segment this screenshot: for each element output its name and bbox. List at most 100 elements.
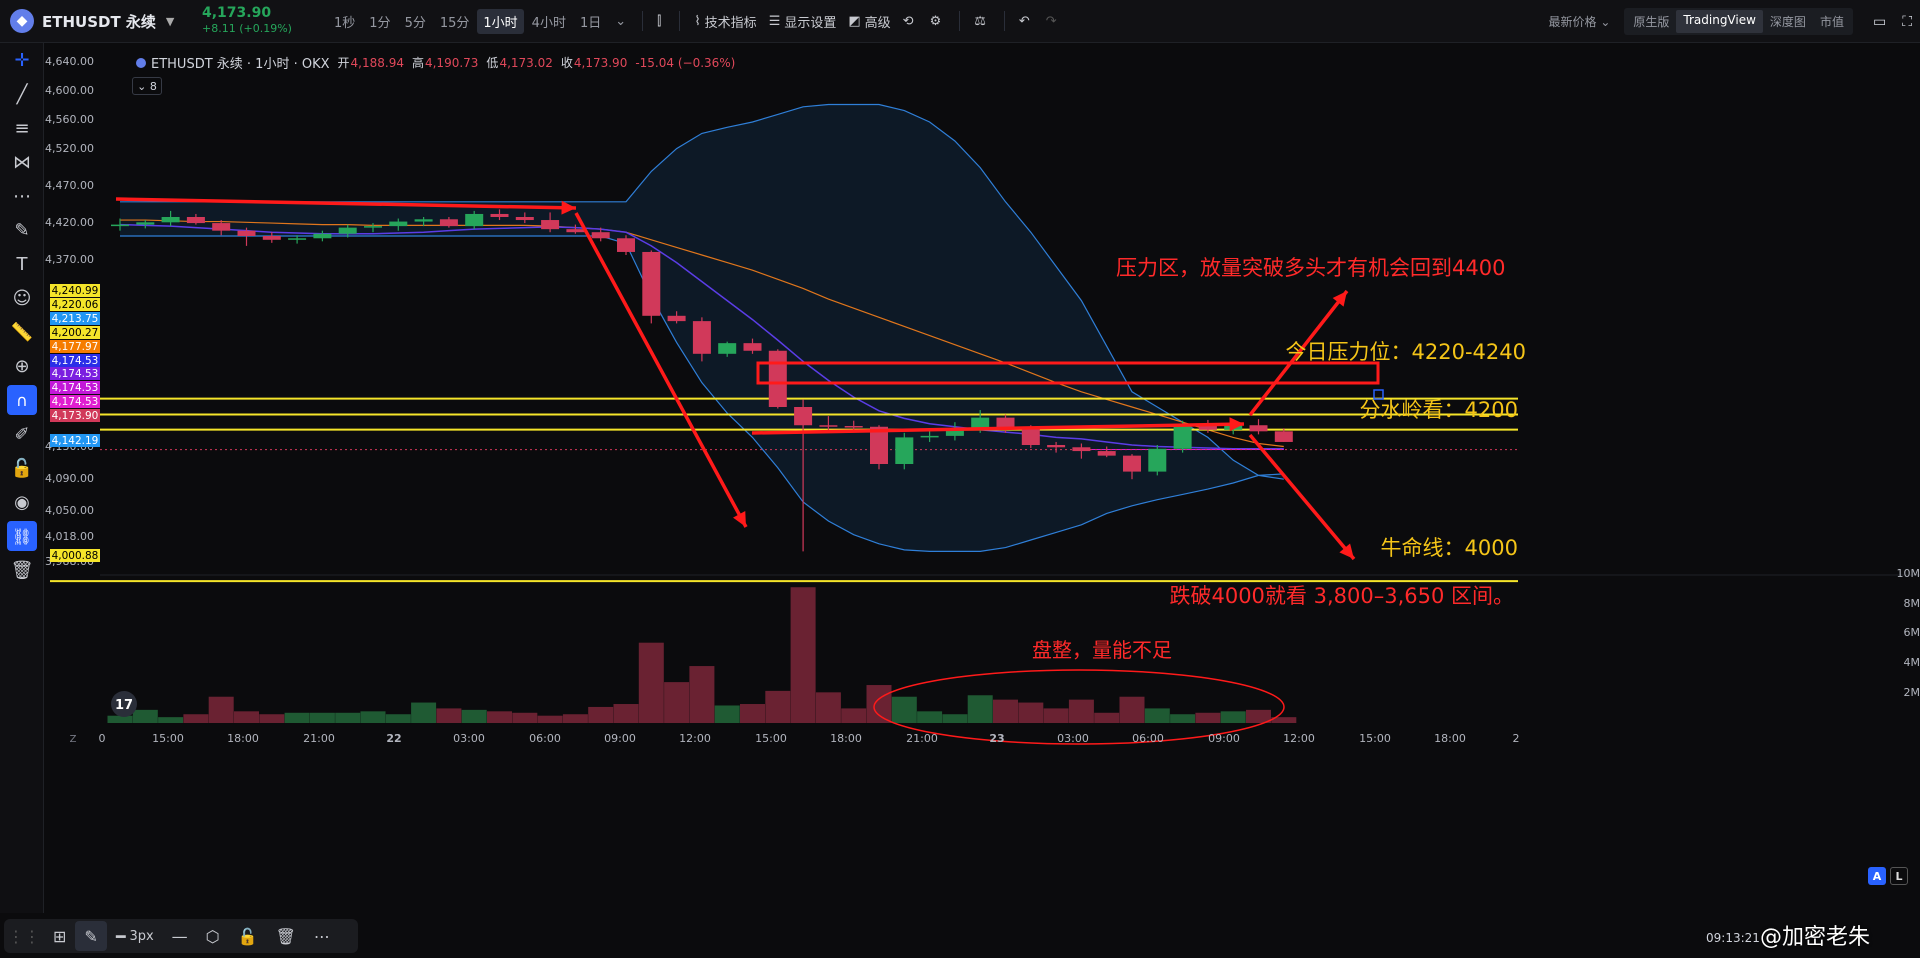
candle-body — [566, 229, 585, 233]
low-value: 4,173.02 — [499, 55, 553, 70]
zoom-in-icon[interactable]: ⊕ — [14, 355, 30, 377]
tradingview-logo-icon: 17 — [111, 691, 137, 717]
volume-axis-label: 10M — [1897, 567, 1920, 580]
candle-body — [515, 217, 534, 221]
eye-icon[interactable]: ◉ — [14, 491, 30, 513]
divider — [642, 11, 644, 31]
timeframe-1m[interactable]: 1分 — [369, 15, 391, 31]
indicator-icon: ⌇ — [694, 13, 701, 29]
volume-bar — [765, 690, 791, 723]
volume-bar — [183, 714, 209, 723]
templates-icon[interactable]: ⊞ — [53, 926, 67, 946]
timeframe-4h[interactable]: 4小时 — [531, 15, 566, 31]
time-axis-label: 12:00 — [679, 732, 711, 745]
undo-button[interactable]: ↶ — [1013, 11, 1040, 32]
price-badge-bg — [50, 354, 100, 367]
candle-body — [1274, 431, 1293, 442]
settings-hex-icon[interactable]: ⬡ — [205, 926, 220, 946]
settings-button[interactable]: ⚙ — [924, 11, 952, 32]
horizontal-lines-icon[interactable]: ≡ — [14, 117, 30, 139]
volume-bar — [993, 699, 1018, 723]
line-width-button[interactable]: ━ 3px — [107, 927, 163, 946]
timeframe-1d[interactable]: 1日 — [579, 15, 602, 31]
arrow-drop-head — [733, 511, 746, 527]
chevron-down-icon[interactable]: ▼ — [165, 14, 175, 28]
candle-body — [212, 223, 231, 231]
volume-bar — [411, 702, 437, 723]
price-tick-label: 4,600.00 — [45, 84, 94, 97]
expand-icon[interactable]: ⛶ — [1902, 13, 1912, 30]
time-axis-label: 0 — [99, 732, 106, 745]
indicators-collapse-button[interactable]: ⌄ 8 — [132, 77, 162, 95]
open-value: 4,188.94 — [350, 55, 404, 70]
more-icon[interactable]: ⋯ — [313, 926, 330, 946]
compare-button[interactable]: ⚖ — [968, 11, 996, 32]
price-badge: 4,174.53 — [50, 367, 100, 380]
view-depth[interactable]: 深度图 — [1769, 15, 1806, 29]
indicators-label: 技术指标 — [704, 15, 757, 31]
redo-button[interactable]: ↷ — [1040, 11, 1067, 32]
view-market-cap[interactable]: 市值 — [1819, 15, 1844, 29]
price-badge-label: 4,174.53 — [52, 355, 99, 367]
magnet-icon: ∩ — [7, 385, 37, 415]
snapshot-button[interactable]: ⟲ — [897, 11, 924, 32]
timeframe-15m[interactable]: 15分 — [439, 15, 470, 31]
time-axis-label: 12:00 — [1283, 732, 1315, 745]
fib-icon[interactable]: ⋯ — [13, 185, 31, 207]
timeframe-5m[interactable]: 5分 — [404, 15, 426, 31]
chevron-down-icon: ⌄ — [137, 79, 150, 93]
emoji-icon[interactable]: ☺ — [12, 287, 32, 309]
volume-bar — [866, 685, 892, 723]
trend-line-icon[interactable]: ╱ — [16, 83, 28, 105]
indicators-button[interactable]: ⌇ 技术指标 — [688, 9, 762, 34]
price-badge-label: 4,200.27 — [52, 327, 99, 339]
advanced-button[interactable]: ◩ 高级 — [842, 9, 896, 34]
lock-drawing-icon[interactable]: ✐ — [14, 423, 30, 445]
price-badge-bg — [50, 367, 100, 380]
pen-color-button[interactable]: ✎ — [75, 921, 107, 951]
time-axis-label: 21:00 — [906, 732, 938, 745]
symbol-selector[interactable]: ◆ ETHUSDT 永续 ▼ — [0, 9, 190, 33]
link-button[interactable]: ⛓ — [0, 519, 44, 553]
annotation-today_resistance: 今日压力位：4220-4240 — [1286, 340, 1526, 364]
trash-icon[interactable]: 🗑 — [10, 559, 34, 581]
volume-bar — [234, 711, 259, 723]
log-scale-button[interactable]: L — [1890, 867, 1908, 885]
volume-bar — [1246, 709, 1271, 723]
timeframe-more-chevron-icon[interactable]: ⌄ — [615, 13, 627, 29]
price-badge: 4,220.06 — [50, 298, 100, 311]
auto-scale-button[interactable]: A — [1868, 867, 1886, 885]
crosshair-icon[interactable]: ✛ — [14, 49, 30, 71]
brush-icon[interactable]: ✎ — [14, 219, 30, 241]
display-settings-button[interactable]: ☰ 显示设置 — [763, 9, 843, 34]
price-badge-bg — [50, 381, 100, 394]
line-style-icon[interactable]: — — [171, 926, 188, 946]
view-native[interactable]: 原生版 — [1633, 15, 1670, 29]
price-type-selector[interactable]: 最新价格 ⌄ — [1548, 15, 1611, 29]
arrow-drop — [574, 212, 748, 528]
chart-area[interactable]: 4,680.004,640.004,600.004,560.004,520.00… — [44, 43, 1920, 913]
fullscreen-icon[interactable]: ▭ — [1872, 13, 1887, 30]
time-axis-label: 23 — [989, 732, 1004, 745]
text-icon[interactable]: T — [16, 253, 28, 275]
delete-icon[interactable]: 🗑 — [275, 926, 296, 946]
candle-body — [1072, 447, 1091, 452]
candle-body — [1047, 445, 1066, 448]
indicators-count: 8 — [149, 79, 157, 93]
view-tradingview[interactable]: TradingView — [1676, 10, 1763, 33]
pattern-icon[interactable]: ⋈ — [13, 151, 31, 173]
timeframe-1h[interactable]: 1小时 — [477, 8, 524, 34]
volume-bar — [1195, 712, 1221, 723]
timeframe-1s[interactable]: 1秒 — [334, 15, 356, 31]
drag-handle-icon[interactable]: ⋮⋮ — [8, 926, 40, 946]
timezone-label: Z — [70, 734, 77, 745]
unlock-icon[interactable]: 🔓 — [237, 926, 258, 946]
price-badge: 4,200.27 — [50, 326, 100, 339]
chart-type-button[interactable]: ⫿ — [651, 11, 671, 32]
volume-bar — [1094, 712, 1120, 723]
ruler-icon[interactable]: 📏 — [10, 321, 34, 343]
settings-icon: ⚙ — [929, 13, 942, 29]
symbol-name: ETHUSDT 永续 — [42, 12, 156, 31]
magnet-button[interactable]: ∩ — [0, 383, 44, 417]
lock-icon[interactable]: 🔓 — [10, 457, 34, 479]
